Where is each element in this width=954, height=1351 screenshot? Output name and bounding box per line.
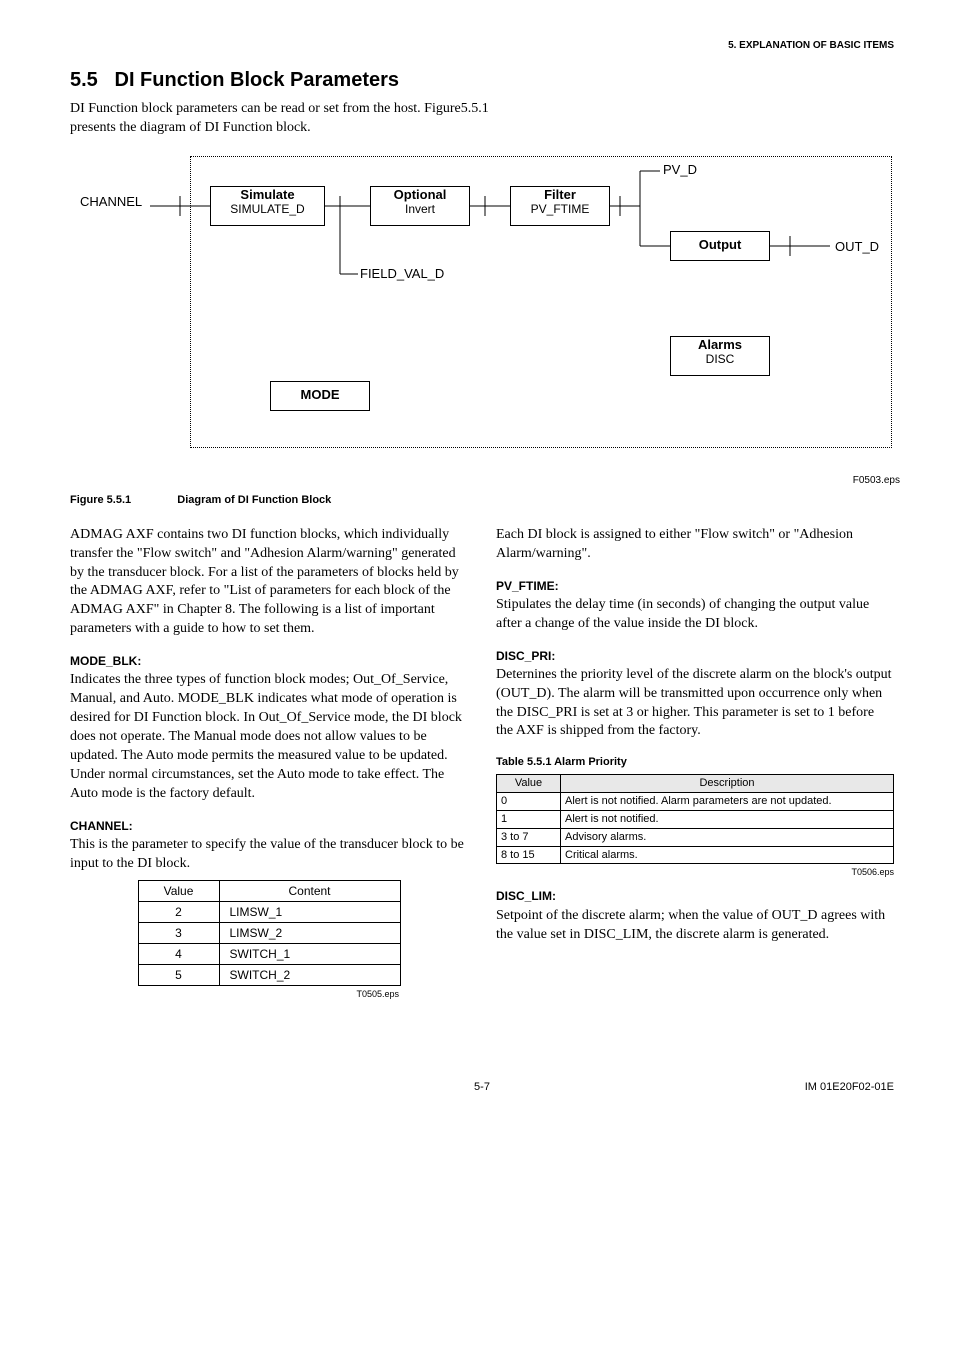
priority-table-eps: T0506.eps — [496, 866, 894, 878]
priority-cell: Critical alarms. — [561, 846, 894, 864]
section-number: 5.5 — [70, 69, 98, 91]
table-row: 0 Alert is not notified. Alarm parameter… — [497, 792, 894, 810]
priority-cell: Alert is not notified. Alarm parameters … — [561, 792, 894, 810]
channel-cell: SWITCH_2 — [219, 965, 400, 986]
table-row: 2 LIMSW_1 — [138, 901, 400, 922]
channel-table: Value Content 2 LIMSW_1 3 LIMSW_2 4 SWIT… — [138, 880, 401, 987]
alarm-priority-table: Value Description 0 Alert is not notifie… — [496, 774, 894, 864]
channel-heading: CHANNEL: — [70, 818, 468, 834]
priority-cell: Alert is not notified. — [561, 810, 894, 828]
table-row: 3 LIMSW_2 — [138, 922, 400, 943]
channel-cell: 5 — [138, 965, 219, 986]
admag-paragraph: ADMAG AXF contains two DI function block… — [70, 526, 468, 639]
channel-cell: SWITCH_1 — [219, 944, 400, 965]
diagram-lines — [80, 156, 900, 486]
priority-cell: 3 to 7 — [497, 828, 561, 846]
disc-lim-paragraph: Setpoint of the discrete alarm; when the… — [496, 907, 894, 945]
priority-cell: 1 — [497, 810, 561, 828]
pv-ftime-heading: PV_FTIME: — [496, 578, 894, 594]
pv-ftime-paragraph: Stipulates the delay time (in seconds) o… — [496, 596, 894, 634]
intro-paragraph: DI Function block parameters can be read… — [70, 100, 490, 138]
channel-cell: 2 — [138, 901, 219, 922]
diagram-figure: CHANNEL Simulate SIMULATE_D Optional Inv… — [80, 156, 900, 486]
disc-lim-heading: DISC_LIM: — [496, 888, 894, 904]
figure-caption: Figure 5.5.1 Diagram of DI Function Bloc… — [70, 494, 894, 506]
diagram-eps-ref: F0503.eps — [853, 475, 900, 486]
channel-table-header-content: Content — [219, 880, 400, 901]
table-row: 3 to 7 Advisory alarms. — [497, 828, 894, 846]
table-row: 8 to 15 Critical alarms. — [497, 846, 894, 864]
section-title-text: DI Function Block Parameters — [115, 69, 400, 91]
figure-caption-number: Figure 5.5.1 — [70, 494, 131, 506]
channel-cell: LIMSW_1 — [219, 901, 400, 922]
mode-blk-paragraph: Indicates the three types of function bl… — [70, 671, 468, 803]
channel-table-eps: T0505.eps — [139, 988, 399, 1000]
disc-pri-paragraph: Deternines the priority level of the dis… — [496, 666, 894, 742]
disc-pri-heading: DISC_PRI: — [496, 648, 894, 664]
priority-cell: Advisory alarms. — [561, 828, 894, 846]
top-header: 5. EXPLANATION OF BASIC ITEMS — [70, 40, 894, 51]
footer-page-number: 5-7 — [345, 1081, 620, 1093]
channel-cell: 3 — [138, 922, 219, 943]
priority-header-value: Value — [497, 775, 561, 793]
table-row: 1 Alert is not notified. — [497, 810, 894, 828]
figure-caption-text: Diagram of DI Function Block — [177, 494, 331, 506]
table-row: 4 SWITCH_1 — [138, 944, 400, 965]
channel-table-header-value: Value — [138, 880, 219, 901]
channel-cell: 4 — [138, 944, 219, 965]
priority-cell: 0 — [497, 792, 561, 810]
each-di-paragraph: Each DI block is assigned to either "Flo… — [496, 526, 894, 564]
mode-blk-heading: MODE_BLK: — [70, 653, 468, 669]
channel-cell: LIMSW_2 — [219, 922, 400, 943]
alarm-priority-title: Table 5.5.1 Alarm Priority — [496, 755, 894, 770]
left-column: ADMAG AXF contains two DI function block… — [70, 526, 468, 1001]
table-row: Value Description — [497, 775, 894, 793]
priority-cell: 8 to 15 — [497, 846, 561, 864]
footer-doc-id: IM 01E20F02-01E — [619, 1081, 894, 1093]
table-row: 5 SWITCH_2 — [138, 965, 400, 986]
page-footer: 5-7 IM 01E20F02-01E — [70, 1081, 894, 1093]
right-column: Each DI block is assigned to either "Flo… — [496, 526, 894, 1001]
section-title: 5.5 DI Function Block Parameters — [70, 69, 894, 92]
priority-header-description: Description — [561, 775, 894, 793]
channel-paragraph: This is the parameter to specify the val… — [70, 836, 468, 874]
table-row: Value Content — [138, 880, 400, 901]
